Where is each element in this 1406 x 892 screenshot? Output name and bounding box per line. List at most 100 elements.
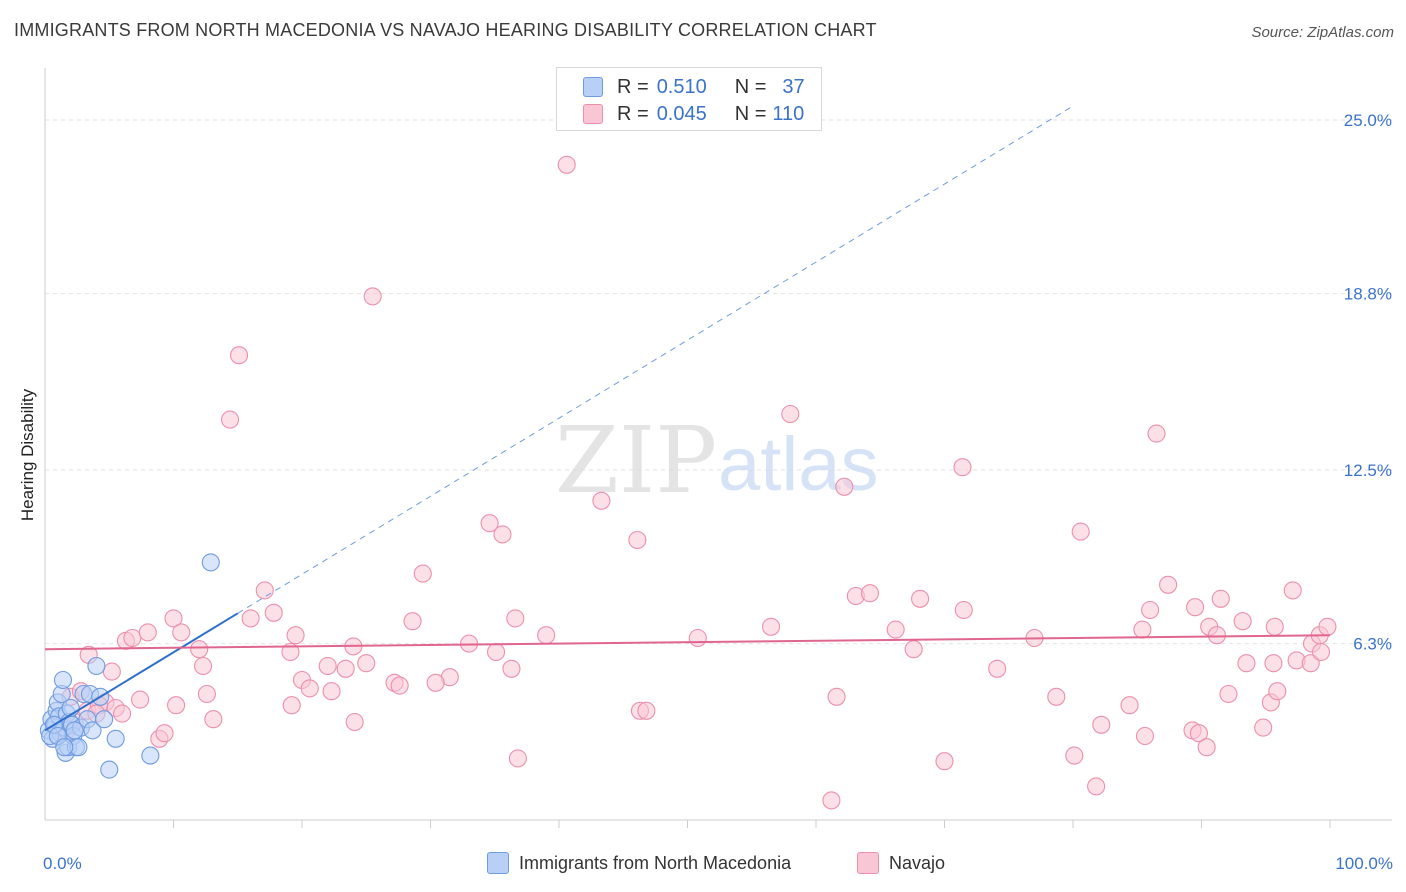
navajo-point [827, 687, 846, 706]
macedonia-point [106, 729, 125, 748]
navajo-point [403, 612, 422, 631]
navajo-point [1237, 654, 1256, 673]
navajo-point [164, 609, 183, 628]
navajo-point [1189, 724, 1208, 743]
navajo-point [1047, 687, 1066, 706]
navajo-point [1186, 598, 1205, 617]
source-credit: Source: ZipAtlas.com [1251, 24, 1394, 41]
navajo-point [886, 620, 905, 639]
navajo-point [761, 617, 781, 636]
navajo-point [688, 628, 707, 648]
navajo-point [486, 642, 506, 662]
navajo-point [1065, 746, 1084, 765]
navajo-point [1265, 617, 1284, 636]
navajo-point [506, 609, 525, 628]
series-legend-macedonia[interactable]: Immigrants from North Macedonia [487, 852, 791, 874]
series-name-macedonia: Immigrants from North Macedonia [519, 852, 792, 873]
navajo-point [345, 712, 364, 732]
macedonia-point [87, 656, 106, 676]
macedonia-point [53, 670, 73, 690]
navajo-point [1233, 612, 1252, 631]
navajo-point [357, 654, 376, 673]
legend-row-navajo: R = 0.045 N = 110 [583, 102, 804, 126]
navajo-point [860, 584, 880, 603]
correlation-legend: R = 0.510 N = 37 R = 0.045 N = 110 [556, 67, 822, 131]
navajo-point [822, 791, 841, 810]
legend-swatch-navajo [583, 104, 603, 124]
navajo-point [637, 701, 656, 720]
navajo-point [102, 662, 121, 681]
navajo-point [138, 623, 157, 642]
navajo-point [1135, 726, 1155, 746]
navajo-point [935, 752, 954, 771]
navajo-point [1133, 620, 1152, 639]
macedonia-point [95, 710, 114, 729]
navajo-point [502, 659, 521, 678]
navajo-point [1301, 654, 1320, 673]
navajo-point [988, 659, 1007, 678]
navajo-point [318, 656, 337, 676]
navajo-point [167, 696, 186, 715]
navajo-point [264, 603, 283, 622]
navajo-point [592, 491, 611, 510]
macedonia-point [83, 721, 102, 740]
navajo-point [911, 589, 930, 608]
macedonia-point [141, 746, 160, 765]
navajo-point [1254, 718, 1273, 737]
y-tick-label: 12.5% [1344, 461, 1392, 480]
navajo-point [413, 564, 432, 583]
navajo-point [194, 656, 213, 676]
macedonia-trend-line [44, 612, 239, 732]
navajo-point [131, 690, 150, 709]
navajo-point [904, 640, 923, 659]
navajo-point [286, 626, 305, 645]
watermark-zip: ZIP [555, 407, 717, 514]
x-tick-label: 100.0% [1335, 854, 1393, 873]
legend-row-macedonia: R = 0.510 N = 37 [583, 75, 805, 99]
navajo-point [282, 696, 301, 715]
y-tick-label: 25.0% [1344, 111, 1392, 130]
series-legend: Immigrants from North Macedonia Navajo [0, 852, 1406, 878]
navajo-point [390, 676, 409, 695]
y-tick-label: 6.3% [1353, 635, 1392, 654]
navajo-point [1120, 696, 1139, 715]
navajo-point [537, 626, 556, 645]
watermark-atlas: atlas [718, 422, 879, 507]
x-tick-label: 0.0% [43, 854, 82, 873]
navajo-point [1207, 626, 1226, 645]
navajo-point [1141, 600, 1160, 620]
macedonia-point [55, 738, 74, 757]
navajo-point [628, 530, 647, 550]
macedonia-point [65, 721, 84, 740]
macedonia-trend-extension [237, 105, 1074, 614]
navajo-point [123, 628, 142, 648]
navajo-point [363, 287, 382, 306]
legend-swatch-macedonia [583, 77, 603, 97]
legend-r-value-navajo: 0.045 [656, 102, 707, 125]
navajo-point [1092, 715, 1111, 734]
series-name-navajo: Navajo [889, 852, 946, 873]
navajo-trend-line [44, 634, 1331, 651]
legend-n-value-navajo: 110 [772, 102, 805, 125]
navajo-point [1147, 424, 1166, 443]
y-tick-label: 18.8% [1344, 285, 1392, 304]
navajo-point [1268, 682, 1287, 701]
macedonia-point [201, 553, 220, 572]
navajo-point [835, 477, 854, 496]
legend-n-label: N = [734, 102, 767, 125]
navajo-point [426, 673, 445, 692]
navajo-point [557, 155, 576, 174]
navajo-point [322, 682, 341, 701]
navajo-point [229, 346, 249, 365]
navajo-point [954, 600, 973, 620]
series-swatch-macedonia [487, 852, 509, 874]
navajo-point [197, 684, 216, 704]
navajo-point [1318, 617, 1337, 636]
navajo-point [1087, 777, 1106, 796]
navajo-point [1264, 654, 1283, 673]
series-legend-navajo[interactable]: Navajo [857, 852, 945, 874]
navajo-point [480, 514, 499, 533]
navajo-point [953, 458, 972, 477]
legend-r-label: R = [617, 102, 649, 125]
